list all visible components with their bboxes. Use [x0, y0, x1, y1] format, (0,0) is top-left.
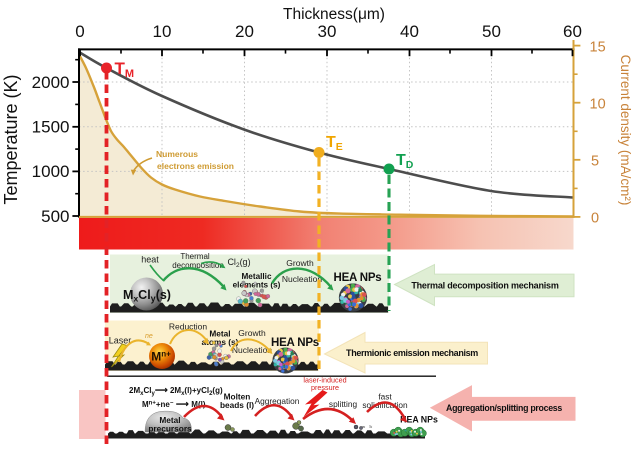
svg-text:≈: ≈ — [369, 425, 373, 431]
svg-text:HEA NPs: HEA NPs — [333, 272, 381, 284]
svg-text:0: 0 — [591, 211, 599, 227]
svg-text:Thermal: Thermal — [180, 252, 210, 261]
svg-text:solidification: solidification — [362, 400, 408, 410]
svg-text:splitting: splitting — [329, 399, 358, 409]
svg-text:Metal: Metal — [159, 415, 180, 425]
svg-text:Cl2(g): Cl2(g) — [227, 257, 250, 269]
svg-text:HEA NPs: HEA NPs — [271, 337, 319, 349]
svg-text:Laser: Laser — [109, 336, 132, 346]
svg-text:Reduction: Reduction — [169, 322, 208, 332]
svg-text:Growth: Growth — [238, 328, 266, 338]
svg-text:30: 30 — [318, 22, 337, 41]
svg-text:Nucleation: Nucleation — [282, 274, 322, 284]
svg-text:2MxCly⟶ 2Mx(l)+yCl2(g): 2MxCly⟶ 2Mx(l)+yCl2(g) — [129, 385, 223, 397]
svg-text:Numerous: Numerous — [156, 149, 198, 159]
svg-text:Current density (mA/cm²): Current density (mA/cm²) — [618, 55, 633, 206]
svg-text:ne: ne — [145, 333, 153, 340]
svg-text:50: 50 — [482, 22, 501, 41]
svg-text:10: 10 — [153, 22, 172, 41]
svg-text:Aggregation: Aggregation — [255, 396, 300, 406]
svg-text:10: 10 — [590, 97, 606, 113]
svg-text:decomposition: decomposition — [172, 261, 224, 270]
svg-text:electrons emission: electrons emission — [157, 161, 234, 171]
svg-text:40: 40 — [400, 22, 419, 41]
svg-text:≈: ≈ — [362, 425, 366, 431]
svg-text:heat: heat — [141, 255, 159, 265]
svg-text:TD: TD — [396, 152, 414, 171]
svg-text:Nucleation: Nucleation — [232, 345, 272, 355]
svg-text:Aggregation/splitting process: Aggregation/splitting process — [446, 403, 562, 413]
svg-text:500: 500 — [41, 207, 69, 226]
svg-text:5: 5 — [591, 154, 599, 170]
svg-text:MxCly(s): MxCly(s) — [123, 288, 171, 304]
svg-text:atoms (s): atoms (s) — [202, 337, 239, 347]
svg-text:fast: fast — [378, 392, 392, 402]
svg-text:pressure: pressure — [311, 383, 339, 392]
svg-text:HEA NPs: HEA NPs — [400, 415, 438, 425]
svg-text:Thermal decomposition mechanis: Thermal decomposition mechanism — [411, 281, 559, 291]
svg-text:beads (l): beads (l) — [220, 400, 254, 410]
svg-text:TE: TE — [326, 134, 343, 153]
svg-text:Temperature (K): Temperature (K) — [1, 74, 21, 204]
svg-text:1000: 1000 — [32, 162, 70, 181]
svg-text:0: 0 — [75, 22, 84, 41]
svg-text:Thickness(μm): Thickness(μm) — [283, 6, 385, 23]
svg-text:60: 60 — [563, 22, 582, 41]
svg-text:TM: TM — [115, 59, 135, 80]
svg-text:laser-induced: laser-induced — [303, 376, 346, 385]
svg-text:15: 15 — [590, 39, 606, 55]
svg-text:elements (s): elements (s) — [233, 281, 281, 290]
svg-text:precursors: precursors — [148, 424, 192, 434]
svg-text:20: 20 — [235, 22, 254, 41]
svg-text:Growth: Growth — [286, 258, 314, 268]
svg-text:Metallic: Metallic — [241, 272, 271, 281]
svg-text:Mn++ne− ⟶ M(l): Mn++ne− ⟶ M(l) — [142, 399, 206, 409]
svg-text:Molten: Molten — [224, 392, 251, 402]
svg-text:2000: 2000 — [32, 73, 70, 92]
svg-text:Thermionic emission mechanism: Thermionic emission mechanism — [346, 348, 478, 358]
svg-text:1500: 1500 — [32, 118, 70, 137]
svg-text:Metal: Metal — [209, 329, 230, 339]
